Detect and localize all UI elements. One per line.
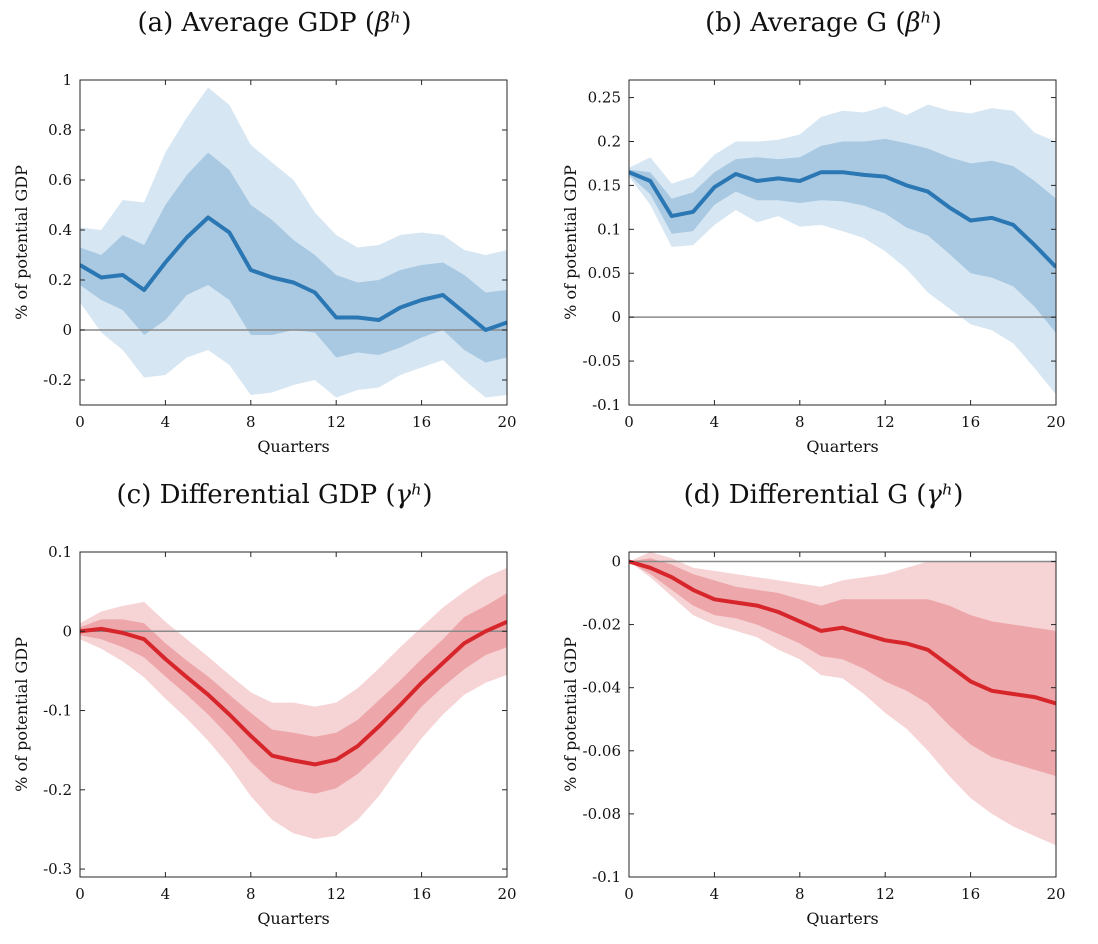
plot-frame [79,551,508,878]
x-axis-label: Quarters [257,437,329,456]
x-tick-label: 8 [795,413,805,431]
y-tick-label: 0 [611,552,621,570]
y-tick-label: 0.05 [588,264,621,282]
x-tick-label: 20 [497,885,516,903]
x-tick-label: 4 [161,885,171,903]
chart-title-symbol: γʰ [926,480,954,510]
inner-confidence-band [629,138,1056,333]
y-axis-label: % of potential GDP [561,637,580,792]
y-tick-label: -0.06 [583,742,621,760]
chart-title: (d) Differential G (γʰ) [549,480,1098,510]
y-tick-label: -0.2 [43,371,72,389]
chart-svg: 0 4 8 12 16 20 -0.1 -0.08 -0.06 -0.04 -0.02 0 Quarte… [561,551,1066,928]
y-tick-label: 0 [611,308,621,326]
chart-panel-a: (a) Average GDP (βʰ) 0 4 8 12 16 20 -0.2 0 0.2 0.… [0,0,549,472]
inner-confidence-band [80,593,507,794]
x-axis-label: Quarters [257,909,329,928]
y-axis-label: % of potential GDP [12,165,31,320]
chart-title-symbol: βʰ [375,8,402,38]
chart-svg: 0 4 8 12 16 20 -0.1 -0.05 0 0.05 0.1 0.15 0.2 0.25 Qua… [561,79,1066,456]
x-tick-label: 12 [327,885,346,903]
y-tick-label: -0.02 [583,616,621,634]
x-tick-label: 16 [412,413,431,431]
x-tick-label: 20 [1046,885,1065,903]
chart-panel-d: (d) Differential G (γʰ) 0 4 8 12 16 20 -0.1 -0.… [549,472,1098,944]
plot-area [80,567,507,839]
estimate-line [80,215,507,332]
estimate-line [80,619,507,767]
chart-title-prefix: (b) Average G ( [705,8,906,38]
y-tick-label: -0.04 [583,679,621,697]
chart-title: (a) Average GDP (βʰ) [0,8,549,38]
x-tick-label: 8 [246,885,256,903]
y-tick-label: 0.6 [48,171,72,189]
x-tick-label: 12 [876,885,895,903]
plot-frame [628,79,1057,406]
plot-area [629,104,1056,395]
y-tick-label: 0.2 [48,271,72,289]
plot-frame [628,551,1057,878]
inner-confidence-band [629,558,1056,776]
y-tick-label: 0.2 [597,132,621,150]
estimate-line [629,170,1056,269]
x-tick-label: 12 [327,413,346,431]
x-tick-label: 0 [624,413,634,431]
chart-title: (b) Average G (βʰ) [549,8,1098,38]
y-tick-label: 0.15 [588,176,621,194]
y-tick-label: 0.1 [48,543,72,561]
x-tick-label: 16 [412,885,431,903]
x-tick-label: 0 [75,885,85,903]
chart-panel-c: (c) Differential GDP (γʰ) 0 4 8 12 16 20 -0.3 -… [0,472,549,944]
y-tick-label: 0 [62,321,72,339]
plot-frame [79,79,508,406]
chart-panel-b: (b) Average G (βʰ) 0 4 8 12 16 20 -0.1 -0.05 0 0.… [549,0,1098,472]
y-tick-label: -0.3 [43,860,72,878]
estimate-line [629,559,1056,706]
chart-title-suffix: ) [931,8,942,38]
plot-area [80,87,507,398]
y-tick-label: 0 [62,622,72,640]
plot-area [629,552,1056,846]
x-tick-label: 4 [710,413,720,431]
x-tick-label: 12 [876,413,895,431]
y-tick-label: 0.4 [48,221,72,239]
x-axis-label: Quarters [806,437,878,456]
y-tick-label: -0.1 [43,702,72,720]
y-tick-label: 0.8 [48,121,72,139]
y-tick-label: -0.1 [592,868,621,886]
chart-title-symbol: γʰ [395,480,423,510]
y-tick-label: -0.1 [592,396,621,414]
x-tick-label: 0 [75,413,85,431]
x-tick-label: 0 [624,885,634,903]
outer-confidence-band [80,567,507,839]
chart-title-prefix: (c) Differential GDP ( [116,480,396,510]
y-axis-label: % of potential GDP [561,165,580,320]
chart-title-symbol: βʰ [905,8,932,38]
chart-title-prefix: (d) Differential G ( [683,480,927,510]
x-tick-label: 4 [710,885,720,903]
chart-svg: 0 4 8 12 16 20 -0.2 0 0.2 0.4 0.6 0.8 1 Quarters % of … [12,71,517,456]
chart-title-suffix: ) [953,480,964,510]
x-tick-label: 8 [795,885,805,903]
y-tick-label: -0.2 [43,781,72,799]
chart-svg: 0 4 8 12 16 20 -0.3 -0.2 -0.1 0 0.1 Quarters % of po… [12,543,517,928]
chart-title-prefix: (a) Average GDP ( [137,8,376,38]
x-tick-label: 16 [961,413,980,431]
y-tick-label: -0.08 [583,805,621,823]
y-tick-label: 1 [62,71,72,89]
y-axis-label: % of potential GDP [12,637,31,792]
x-tick-label: 16 [961,885,980,903]
y-tick-label: 0.25 [588,89,621,107]
y-tick-label: 0.1 [597,220,621,238]
x-tick-label: 20 [497,413,516,431]
x-axis-label: Quarters [806,909,878,928]
chart-title: (c) Differential GDP (γʰ) [0,480,549,510]
inner-confidence-band [80,152,507,363]
chart-title-suffix: ) [401,8,412,38]
x-tick-label: 4 [161,413,171,431]
x-tick-label: 20 [1046,413,1065,431]
chart-title-suffix: ) [422,480,433,510]
x-tick-label: 8 [246,413,256,431]
y-tick-label: -0.05 [583,352,621,370]
